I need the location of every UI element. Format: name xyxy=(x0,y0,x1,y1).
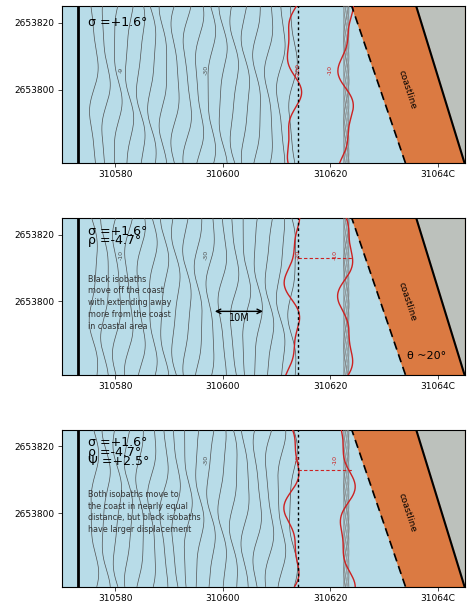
Text: Both isobaths move to
the coast in nearly equal
distance, but black isobaths
hav: Both isobaths move to the coast in nearl… xyxy=(89,490,201,534)
Text: -30: -30 xyxy=(204,65,209,75)
Text: -10: -10 xyxy=(118,250,123,260)
Text: coastline: coastline xyxy=(397,280,418,322)
Text: 10M: 10M xyxy=(228,313,249,323)
Text: Ψ =+2.5°: Ψ =+2.5° xyxy=(89,455,150,467)
Text: -30: -30 xyxy=(204,249,209,260)
Text: Black isobaths
move off the coast
with extending away
more from the coast
in coa: Black isobaths move off the coast with e… xyxy=(89,274,172,331)
Text: σ =+1.6°: σ =+1.6° xyxy=(89,225,148,238)
Text: -30: -30 xyxy=(204,455,209,465)
Text: -10: -10 xyxy=(328,65,333,75)
Text: σ =+1.6°: σ =+1.6° xyxy=(89,436,148,449)
Text: coastline: coastline xyxy=(397,492,418,534)
Text: -20: -20 xyxy=(295,249,301,260)
Text: -20: -20 xyxy=(295,455,301,465)
Text: σ =+1.6°: σ =+1.6° xyxy=(89,16,148,29)
Text: θ ~20°: θ ~20° xyxy=(407,351,447,362)
Text: ρ =-4.7°: ρ =-4.7° xyxy=(89,445,142,459)
Text: coastline: coastline xyxy=(397,68,418,111)
Text: -10: -10 xyxy=(333,455,338,465)
Text: ρ =-4.7°: ρ =-4.7° xyxy=(89,234,142,247)
Text: -9: -9 xyxy=(118,67,123,73)
Text: -10: -10 xyxy=(333,250,338,260)
Text: -200: -200 xyxy=(295,62,301,76)
